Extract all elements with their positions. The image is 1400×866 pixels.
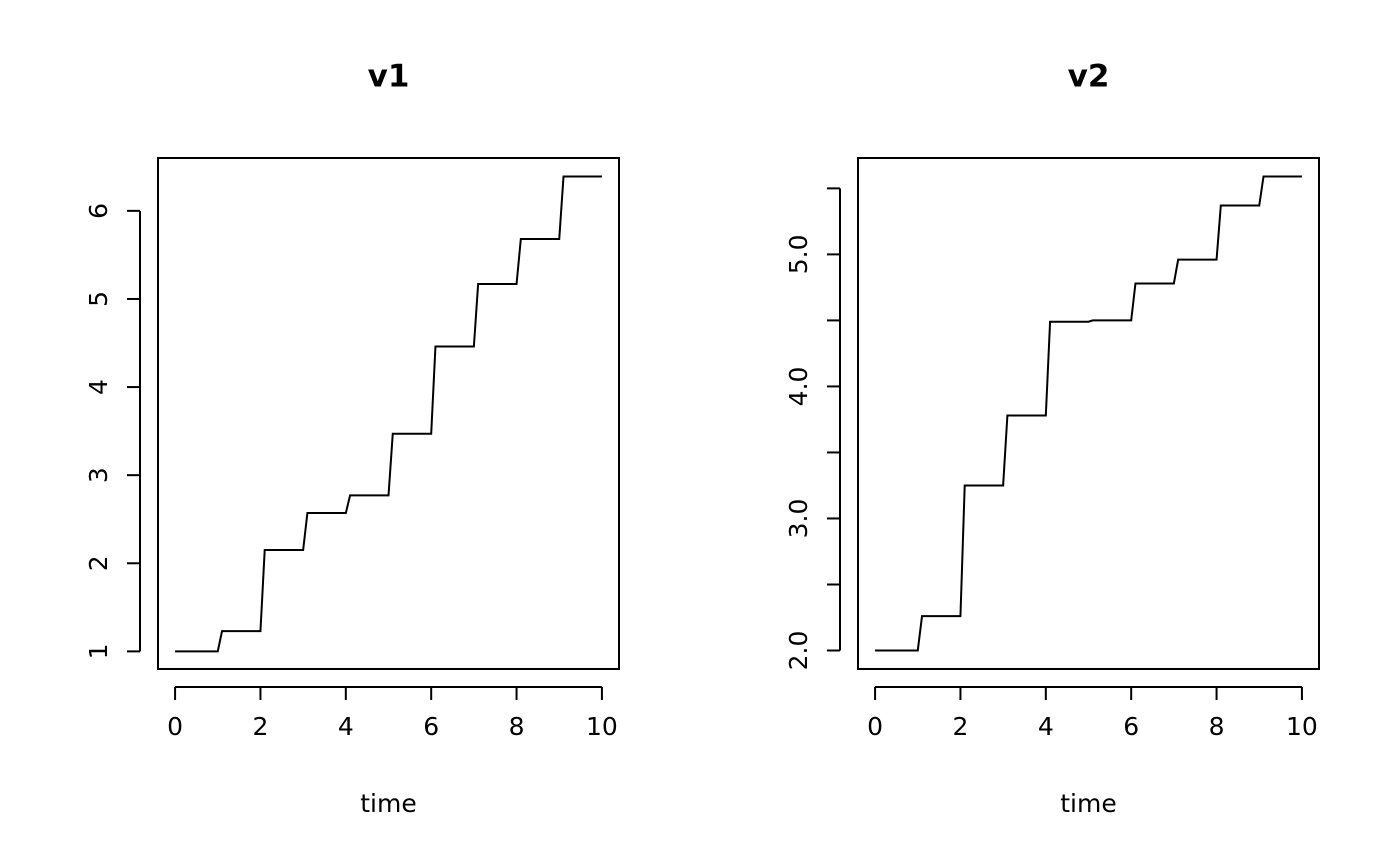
y-tick-label: 2 <box>84 555 113 571</box>
data-line <box>175 175 602 653</box>
y-tick-label: 3 <box>84 467 113 483</box>
x-tick-label: 6 <box>423 712 439 741</box>
y-tick-label: 2.0 <box>784 631 813 671</box>
x-axis-label: time <box>360 789 416 818</box>
y-tick-label: 4.0 <box>784 367 813 407</box>
plot-box <box>157 157 620 670</box>
plot-box <box>857 157 1320 670</box>
y-tick-label: 5 <box>84 291 113 307</box>
y-tick-label: 1 <box>84 643 113 659</box>
y-tick-label: 3.0 <box>784 499 813 539</box>
chart-title: v2 <box>1068 59 1110 95</box>
x-tick-label: 0 <box>167 712 183 741</box>
y-tick-label: 5.0 <box>784 235 813 275</box>
x-tick-label: 10 <box>586 712 618 741</box>
chart-title: v1 <box>368 59 410 95</box>
x-tick-label: 10 <box>1286 712 1318 741</box>
x-tick-label: 4 <box>338 712 354 741</box>
data-line <box>875 175 1302 652</box>
x-tick-label: 4 <box>1038 712 1054 741</box>
x-tick-label: 6 <box>1123 712 1139 741</box>
x-tick-label: 2 <box>952 712 968 741</box>
y-tick-label: 6 <box>84 203 113 219</box>
y-tick-label: 4 <box>84 379 113 395</box>
x-tick-label: 2 <box>252 712 268 741</box>
x-tick-label: 8 <box>1209 712 1225 741</box>
x-tick-label: 0 <box>867 712 883 741</box>
x-tick-label: 8 <box>509 712 525 741</box>
x-axis-label: time <box>1060 789 1116 818</box>
